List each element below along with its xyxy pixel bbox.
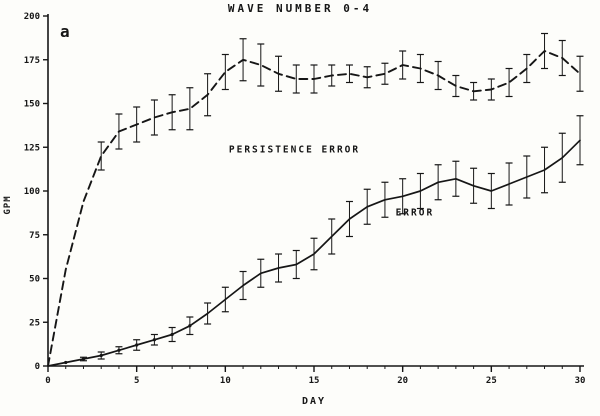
chart-title: WAVE NUMBER 0-4	[227, 2, 373, 15]
svg-text:5: 5	[134, 376, 139, 386]
svg-text:10: 10	[220, 376, 231, 386]
svg-text:20: 20	[397, 376, 408, 386]
svg-text:50: 50	[29, 275, 40, 285]
svg-text:75: 75	[29, 231, 40, 241]
svg-text:30: 30	[575, 376, 586, 386]
svg-text:25: 25	[486, 376, 497, 386]
svg-text:150: 150	[24, 100, 40, 110]
svg-text:0: 0	[45, 376, 50, 386]
svg-text:100: 100	[24, 187, 40, 197]
x-axis-label: DAY	[301, 396, 327, 407]
svg-text:PERSISTENCE ERROR: PERSISTENCE ERROR	[229, 145, 360, 156]
curve-error	[47, 139, 581, 367]
y-axis-ticks: 0 25 50 75 100 125 150 175 200	[24, 12, 48, 372]
series-annotations: PERSISTENCE ERROR ERROR	[229, 145, 435, 219]
svg-text:200: 200	[24, 12, 40, 22]
x-axis-ticks: 0 5 10 15 20 25 30	[45, 366, 585, 386]
svg-text:0: 0	[35, 362, 40, 372]
curve-markers	[64, 324, 192, 365]
axes	[47, 14, 584, 367]
panel-label: a	[60, 22, 70, 41]
svg-text:ERROR: ERROR	[396, 208, 435, 219]
svg-text:175: 175	[24, 56, 40, 66]
svg-text:125: 125	[24, 143, 40, 153]
svg-text:25: 25	[29, 318, 40, 328]
svg-text:15: 15	[309, 376, 320, 386]
curve-persistence-error	[47, 50, 581, 367]
